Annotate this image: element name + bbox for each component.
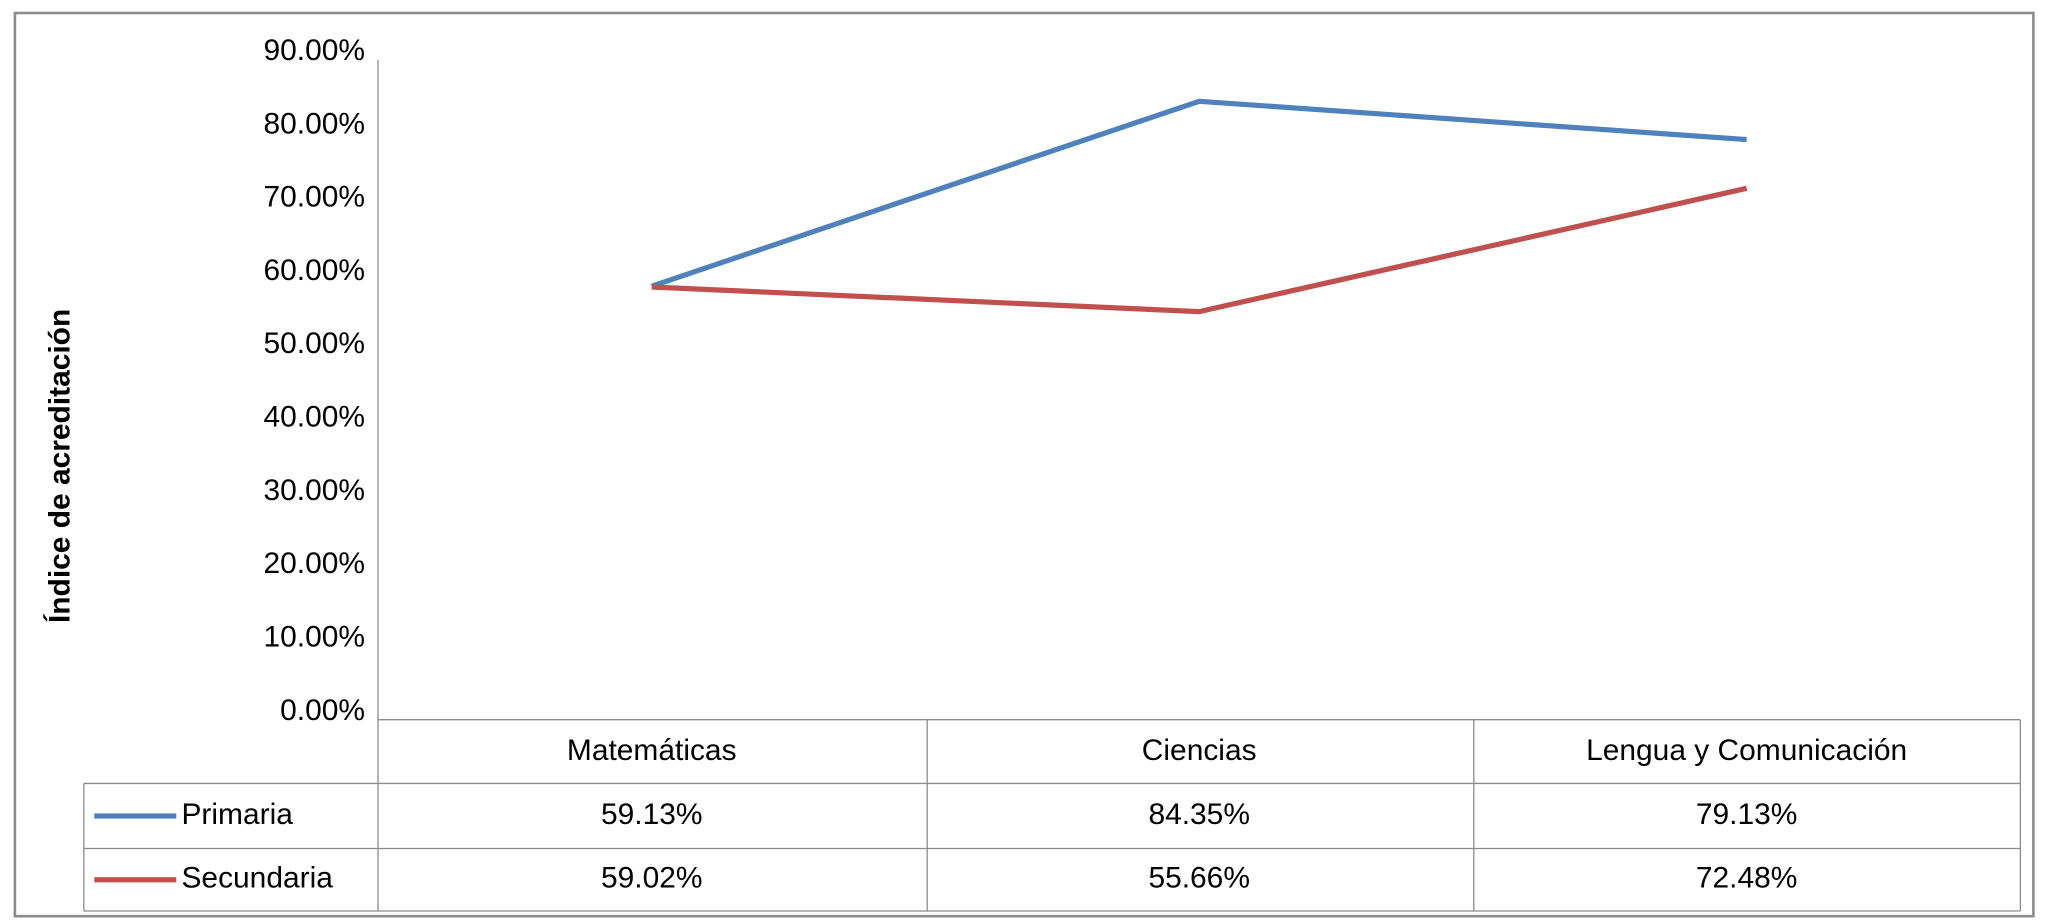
y-tick-label: 20.00% [264,547,365,580]
y-tick-label: 70.00% [264,181,365,214]
y-tick-label: 80.00% [264,107,365,140]
chart-border [13,11,2035,918]
y-tick-label: 30.00% [264,474,365,507]
data-line [651,185,1748,315]
y-axis-title: Índice de acreditación [43,309,77,623]
data-line [650,98,1747,289]
table-value: 59.02% [601,862,702,895]
table-value: 84.35% [1148,798,1249,831]
y-tick-label: 40.00% [264,401,365,434]
legend-label: Primaria [181,798,293,831]
y-tick-label: 60.00% [264,254,365,287]
x-tick-label: Ciencias [1142,734,1257,767]
table-value: 79.13% [1696,798,1797,831]
y-tick-label: 10.00% [264,620,365,653]
table-value: 72.48% [1696,862,1797,895]
table-value: 55.66% [1148,862,1249,895]
x-tick-label: Lengua y Comunicación [1586,734,1907,767]
y-tick-label: 0.00% [280,694,365,727]
table-value: 59.13% [601,798,702,831]
legend-label: Secundaria [181,862,333,895]
data-table [83,59,2022,912]
y-tick-label: 50.00% [264,327,365,360]
x-tick-label: Matemáticas [567,734,737,767]
y-tick-label: 90.00% [264,34,365,67]
